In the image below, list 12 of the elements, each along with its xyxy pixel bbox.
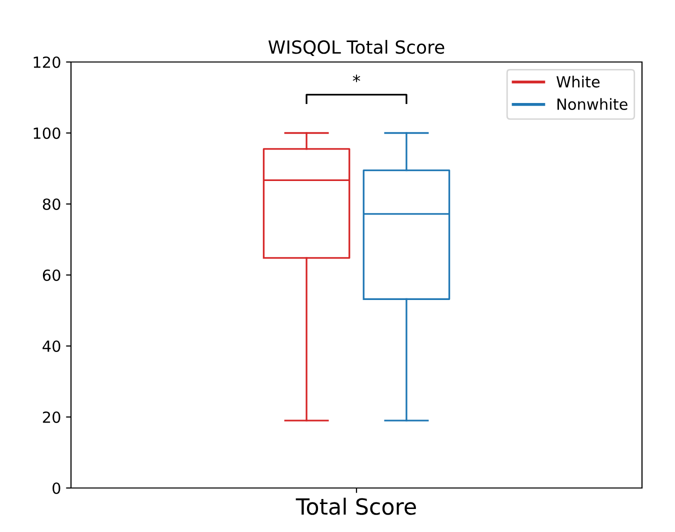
legend-label: White (556, 76, 600, 88)
y-tick-label: 120 (34, 56, 60, 68)
y-tick-label: 20 (42, 411, 60, 424)
x-tick-label: Total Score (296, 498, 416, 515)
chart-title: WISQOL Total Score (268, 40, 444, 56)
y-tick-label: 100 (34, 127, 60, 140)
annotation: * (352, 74, 360, 82)
y-tick-label: 80 (42, 198, 60, 210)
y-tick-label: 0 (52, 482, 60, 494)
y-tick-label: 60 (42, 269, 60, 282)
y-tick-label: 40 (42, 340, 60, 352)
legend-label: Nonwhite (557, 98, 628, 110)
